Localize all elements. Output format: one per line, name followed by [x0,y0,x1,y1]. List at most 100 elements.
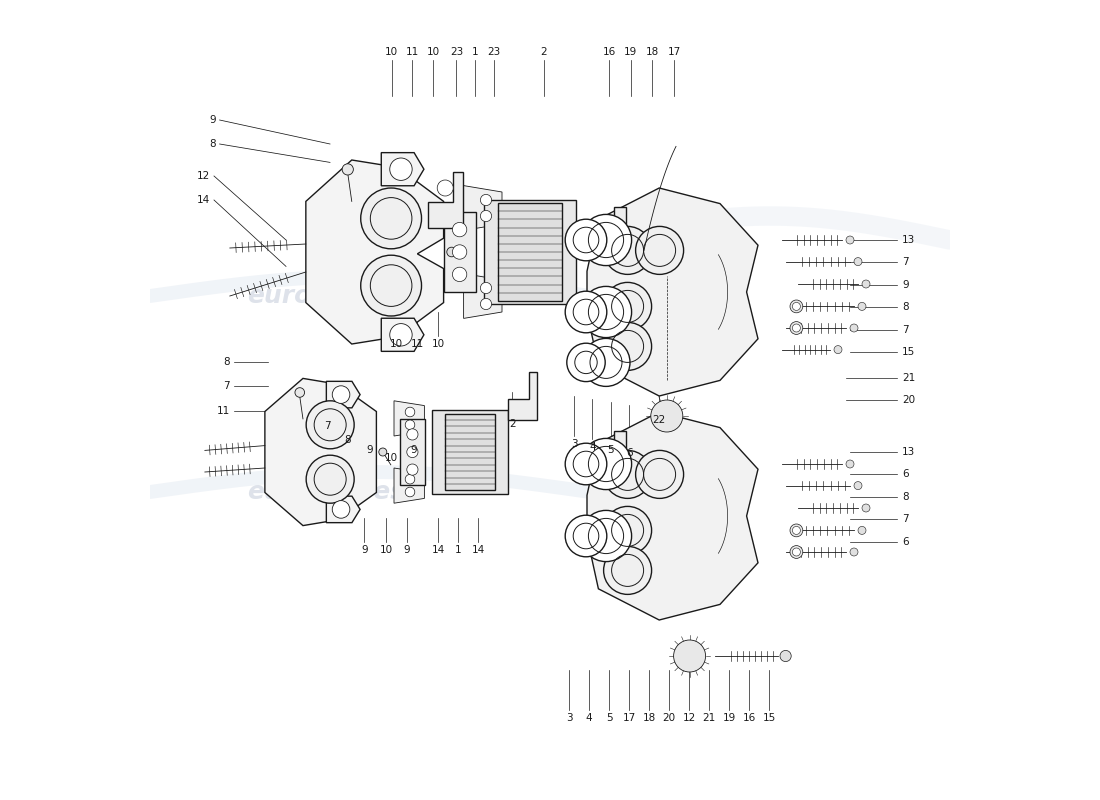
Circle shape [565,443,607,485]
Text: 10: 10 [385,47,398,57]
Circle shape [378,448,387,456]
Circle shape [604,546,651,594]
Circle shape [604,445,616,458]
Text: 11: 11 [406,47,419,57]
Circle shape [792,302,801,310]
Circle shape [389,158,412,180]
Circle shape [581,214,631,266]
Text: 21: 21 [703,714,716,723]
Text: 23: 23 [487,47,500,57]
Circle shape [582,338,630,386]
Circle shape [407,446,418,458]
Text: 17: 17 [668,47,681,57]
Text: eurospares: eurospares [246,284,405,308]
Circle shape [850,324,858,332]
Circle shape [566,343,605,382]
Circle shape [792,526,801,534]
Text: 14: 14 [431,546,444,555]
Circle shape [332,501,350,518]
Text: 5: 5 [607,446,614,455]
Circle shape [342,164,353,175]
Text: 8: 8 [902,302,909,312]
Circle shape [306,455,354,503]
Text: 16: 16 [742,714,756,723]
Polygon shape [382,153,424,186]
Circle shape [850,548,858,556]
Circle shape [481,194,492,206]
Text: 8: 8 [344,435,351,445]
Circle shape [481,210,492,222]
Text: 7: 7 [902,514,909,524]
Text: 8: 8 [223,358,230,367]
Circle shape [604,226,651,274]
Polygon shape [463,274,502,318]
Circle shape [604,282,651,330]
Circle shape [452,222,466,237]
Polygon shape [508,372,537,420]
Circle shape [846,236,854,244]
Polygon shape [428,172,463,228]
Text: 10: 10 [385,453,398,462]
Text: 23: 23 [450,47,463,57]
Polygon shape [327,382,360,408]
Circle shape [651,400,683,432]
Text: 19: 19 [624,47,637,57]
Text: 2: 2 [540,47,547,57]
Polygon shape [306,160,443,344]
Text: 7: 7 [324,421,331,430]
Polygon shape [586,430,626,470]
Text: 1: 1 [472,47,478,57]
Circle shape [604,450,651,498]
Text: 8: 8 [902,492,909,502]
Text: 12: 12 [683,714,696,723]
Circle shape [792,548,801,556]
Text: 19: 19 [723,714,736,723]
Polygon shape [587,188,758,396]
Circle shape [407,429,418,440]
Circle shape [636,226,683,274]
Circle shape [862,280,870,288]
Circle shape [581,510,631,562]
Circle shape [332,386,350,403]
Text: 9: 9 [902,280,909,290]
Text: 12: 12 [197,171,210,181]
Text: 9: 9 [410,446,417,455]
Circle shape [565,515,607,557]
Text: 9: 9 [361,546,367,555]
Text: 7: 7 [223,381,230,390]
Text: 16: 16 [603,47,616,57]
Text: 7: 7 [902,258,909,267]
Text: 5: 5 [606,714,613,723]
Text: 1: 1 [454,546,461,555]
Text: 20: 20 [902,395,915,405]
Circle shape [834,346,842,354]
Circle shape [295,388,305,398]
Circle shape [361,188,421,249]
Text: 13: 13 [902,235,915,245]
Text: 18: 18 [642,714,656,723]
Text: 13: 13 [902,447,915,457]
Text: 11: 11 [217,406,230,416]
Circle shape [858,526,866,534]
Circle shape [565,219,607,261]
Circle shape [792,324,801,332]
Polygon shape [443,212,475,292]
Text: 10: 10 [379,546,393,555]
Text: 10: 10 [427,47,440,57]
Polygon shape [484,200,576,304]
Circle shape [790,524,803,537]
Text: 3: 3 [571,439,578,449]
Circle shape [452,245,466,259]
Text: 7: 7 [902,325,909,334]
Polygon shape [463,186,502,230]
Polygon shape [394,468,425,503]
Circle shape [858,302,866,310]
Circle shape [604,220,616,233]
Polygon shape [497,203,562,301]
Polygon shape [446,414,495,490]
Text: 21: 21 [902,373,915,382]
Text: 9: 9 [209,115,216,125]
Polygon shape [327,496,360,522]
Polygon shape [431,410,508,494]
Text: 15: 15 [762,714,776,723]
